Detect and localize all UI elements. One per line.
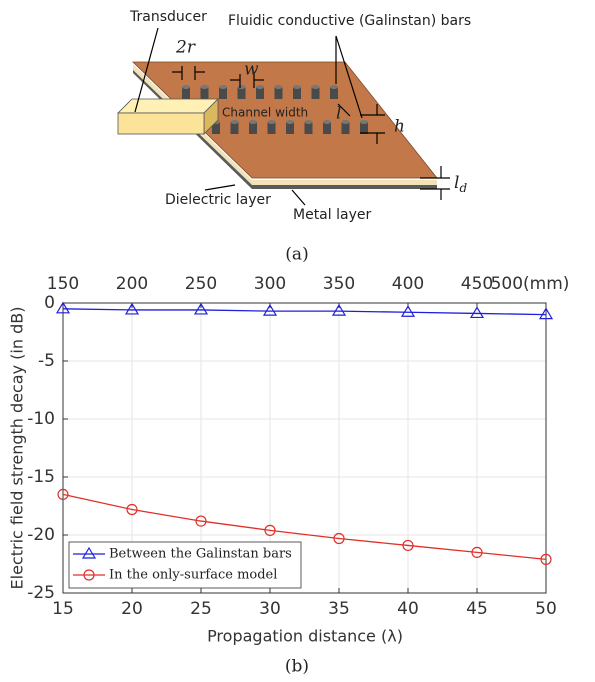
x-tick-label: 50	[535, 599, 557, 619]
dielectric-label: Dielectric layer	[165, 192, 271, 208]
galinstan-bar-top	[201, 85, 209, 89]
galinstan-bar-top	[219, 85, 227, 89]
y-tick-label: 0	[44, 293, 55, 313]
height-label: h	[394, 117, 405, 137]
galinstan-bar-top	[342, 120, 350, 124]
figure: Transducer Fluidic conductive (Galinstan…	[0, 0, 595, 682]
x2-tick-label: 300	[254, 274, 286, 294]
thickness-label: ld	[454, 173, 467, 195]
galinstan-bar-top	[238, 85, 246, 89]
galinstan-bar-top	[323, 120, 331, 124]
caption-b: (b)	[285, 657, 309, 677]
y-tick-label: -10	[27, 409, 55, 429]
length-label: l	[336, 104, 341, 124]
metal-label: Metal layer	[293, 207, 371, 223]
x2-tick-label: 150	[47, 274, 79, 294]
galinstan-bar-top	[275, 85, 283, 89]
x-tick-label: 30	[259, 599, 281, 619]
transducer-label: Transducer	[129, 9, 207, 25]
x-tick-label: 40	[397, 599, 419, 619]
thickness-sub: d	[459, 181, 467, 195]
galinstan-bar-top	[249, 120, 257, 124]
galinstan-bar-top	[293, 85, 301, 89]
channel-label: Channel width	[222, 106, 308, 120]
x-tick-label: 20	[121, 599, 143, 619]
y-axis-label: Electric field strength decay (in dB)	[8, 307, 27, 590]
legend-label: Between the Galinstan bars	[109, 547, 292, 562]
galinstan-bar-top	[268, 120, 276, 124]
galinstan-bar-top	[286, 120, 294, 124]
galinstan-bar-top	[330, 85, 338, 89]
x-axis-label: Propagation distance (λ)	[207, 627, 403, 646]
x2-tick-label: 350	[323, 274, 355, 294]
galinstan-bar-top	[312, 85, 320, 89]
galinstan-bar-top	[182, 85, 190, 89]
galinstan-bar-top	[360, 120, 368, 124]
y-tick-label: -20	[27, 525, 55, 545]
x2-tick-label: 500(mm)	[491, 274, 570, 294]
x-tick-label: 35	[328, 599, 350, 619]
x-tick-label: 25	[190, 599, 212, 619]
transducer-front	[118, 113, 204, 134]
y-tick-label: -25	[27, 583, 55, 603]
x-tick-label: 45	[466, 599, 488, 619]
y-tick-label: -15	[27, 467, 55, 487]
galinstan-bar-top	[305, 120, 313, 124]
x2-tick-label: 200	[116, 274, 148, 294]
width-label: w	[244, 60, 259, 80]
galinstan-bar-top	[231, 120, 239, 124]
x-tick-label: 15	[52, 599, 74, 619]
galinstan-bar-top	[256, 85, 264, 89]
caption-a: (a)	[285, 245, 308, 265]
radius-label: 2r	[175, 38, 196, 58]
y-tick-label: -5	[38, 351, 55, 371]
legend-label: In the only-surface model	[109, 568, 277, 583]
diagram: Transducer Fluidic conductive (Galinstan…	[118, 9, 471, 265]
bars-label: Fluidic conductive (Galinstan) bars	[228, 13, 471, 29]
x2-tick-label: 250	[185, 274, 217, 294]
x2-tick-label: 450	[461, 274, 493, 294]
transducer-top	[118, 99, 218, 113]
x2-tick-label: 400	[392, 274, 424, 294]
